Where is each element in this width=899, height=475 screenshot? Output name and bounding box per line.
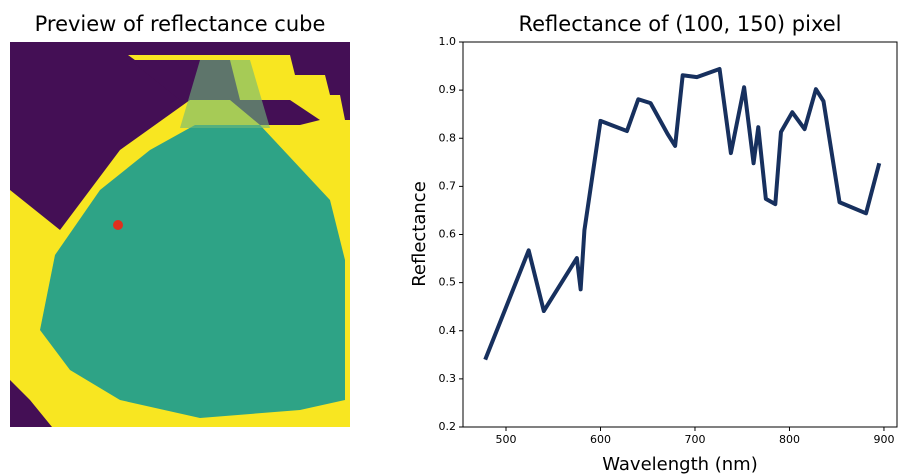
x-tick-label: 800 <box>779 433 800 446</box>
y-axis-label: Reflectance <box>409 181 430 287</box>
y-tick-label: 0.4 <box>439 324 457 337</box>
chart-title: Reflectance of (100, 150) pixel <box>518 12 841 36</box>
x-tick-label: 700 <box>684 433 705 446</box>
reflectance-line <box>483 66 882 361</box>
y-tick-label: 0.5 <box>439 276 457 289</box>
y-tick-label: 0.8 <box>439 131 457 144</box>
x-axis-label: Wavelength (nm) <box>602 454 758 475</box>
x-tick-label: 600 <box>590 433 611 446</box>
y-tick-label: 0.6 <box>439 228 457 241</box>
y-tick-label: 0.7 <box>439 179 457 192</box>
y-tick-label: 0.3 <box>439 372 457 385</box>
reflectance-image <box>10 42 350 427</box>
y-tick-label: 1.0 <box>439 35 457 48</box>
y-tick-label: 0.9 <box>439 83 457 96</box>
x-tick-label: 500 <box>495 433 516 446</box>
y-tick-label: 0.2 <box>439 420 457 433</box>
x-tick-label: 900 <box>873 433 894 446</box>
selected-pixel-marker <box>113 220 123 230</box>
image-title: Preview of reflectance cube <box>35 12 326 36</box>
